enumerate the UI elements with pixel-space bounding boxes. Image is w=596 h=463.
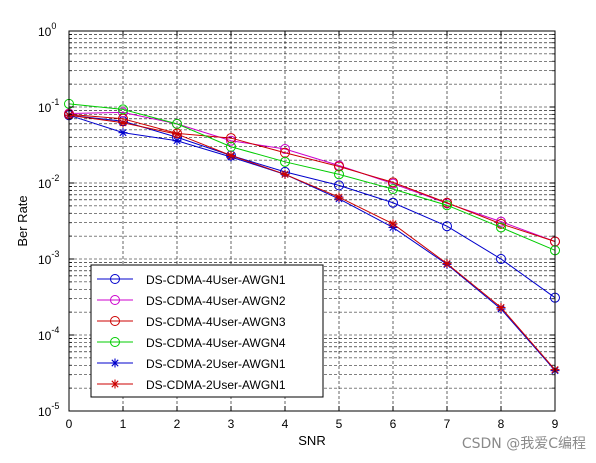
data-point [496, 218, 506, 229]
x-tick-label: 5 [336, 417, 343, 431]
tick-layer: 0 1 2 3 4 5 6 7 8 9 100 10-1 10-2 10-3 10-4 10-5 [38, 21, 559, 431]
y-tick-label: 10-1 [38, 97, 59, 115]
data-point [118, 107, 128, 118]
series-ds-cdma-2user-awgn1 [64, 110, 560, 375]
y-tick-label: 100 [38, 21, 56, 39]
y-axis-label: Ber Rate [15, 195, 30, 246]
data-point [442, 259, 452, 269]
x-tick-label: 6 [390, 417, 397, 431]
data-point [280, 144, 290, 155]
series-line [68, 111, 556, 242]
data-point [118, 128, 128, 138]
data-point [280, 156, 290, 167]
data-point [110, 358, 120, 368]
data-point [334, 169, 344, 180]
watermark: CSDN @我爱C编程 [462, 436, 586, 452]
data-point [334, 180, 344, 191]
x-tick-label: 4 [282, 417, 289, 431]
x-axis-label: SNR [298, 433, 325, 448]
x-tick-label: 8 [498, 417, 505, 431]
data-point [388, 197, 398, 208]
legend-label: DS-CDMA-2User-AWGN1 [146, 378, 286, 392]
data-point [110, 274, 120, 284]
data-point [496, 254, 506, 264]
legend-item: DS-CDMA-4User-AWGN2 [97, 294, 286, 308]
series-line [68, 114, 556, 371]
legend-label: DS-CDMA-4User-AWGN3 [146, 315, 286, 329]
data-point [172, 118, 182, 129]
data-point [496, 222, 506, 233]
data-point [226, 151, 236, 161]
data-point [388, 177, 398, 188]
data-point [388, 219, 398, 229]
legend-item: DS-CDMA-2User-AWGN1 [97, 378, 286, 392]
legend-label: DS-CDMA-4User-AWGN4 [146, 336, 286, 350]
series-line [68, 114, 556, 299]
y-tick-label: 10-2 [38, 173, 59, 191]
x-tick-label: 2 [174, 417, 181, 431]
data-point [388, 184, 398, 195]
data-point [442, 200, 452, 211]
series-line [68, 113, 556, 242]
data-point [118, 118, 128, 128]
data-point [280, 169, 290, 179]
legend-item: DS-CDMA-4User-AWGN3 [97, 315, 286, 329]
plot-frame [68, 30, 556, 412]
x-tick-label: 9 [552, 417, 559, 431]
legend-item: DS-CDMA-4User-AWGN1 [97, 273, 286, 287]
x-tick-label: 0 [66, 417, 73, 431]
legend-label: DS-CDMA-4User-AWGN1 [146, 273, 286, 287]
y-tick-label: 10-3 [38, 249, 59, 267]
series-ds-cdma-4user-awgn1 [64, 110, 560, 303]
data-point [442, 221, 452, 232]
y-tick-label: 10-5 [38, 401, 59, 419]
data-point [442, 197, 452, 208]
data-point [110, 295, 120, 305]
data-point [334, 161, 344, 172]
data-point [172, 129, 182, 139]
data-point [334, 192, 344, 202]
legend-item: DS-CDMA-4User-AWGN4 [97, 336, 286, 350]
series-line [68, 114, 556, 370]
x-tick-label: 3 [228, 417, 235, 431]
data-point [118, 104, 128, 115]
x-tick-label: 7 [444, 417, 451, 431]
data-point [110, 316, 120, 326]
data-point [110, 337, 120, 347]
legend-label: DS-CDMA-4User-AWGN2 [146, 294, 286, 308]
x-tick-label: 1 [120, 417, 127, 431]
y-tick-label: 10-4 [38, 325, 59, 343]
data-point [496, 303, 506, 313]
data-point [110, 379, 120, 389]
legend-box [90, 264, 324, 398]
legend-label: DS-CDMA-2User-AWGN1 [146, 357, 286, 371]
legend-item: DS-CDMA-2User-AWGN1 [97, 357, 286, 371]
data-point [226, 135, 236, 146]
series-line [68, 103, 556, 251]
legend: DS-CDMA-4User-AWGN1 DS-CDMA-4User-AWGN2 DS… [90, 264, 324, 398]
